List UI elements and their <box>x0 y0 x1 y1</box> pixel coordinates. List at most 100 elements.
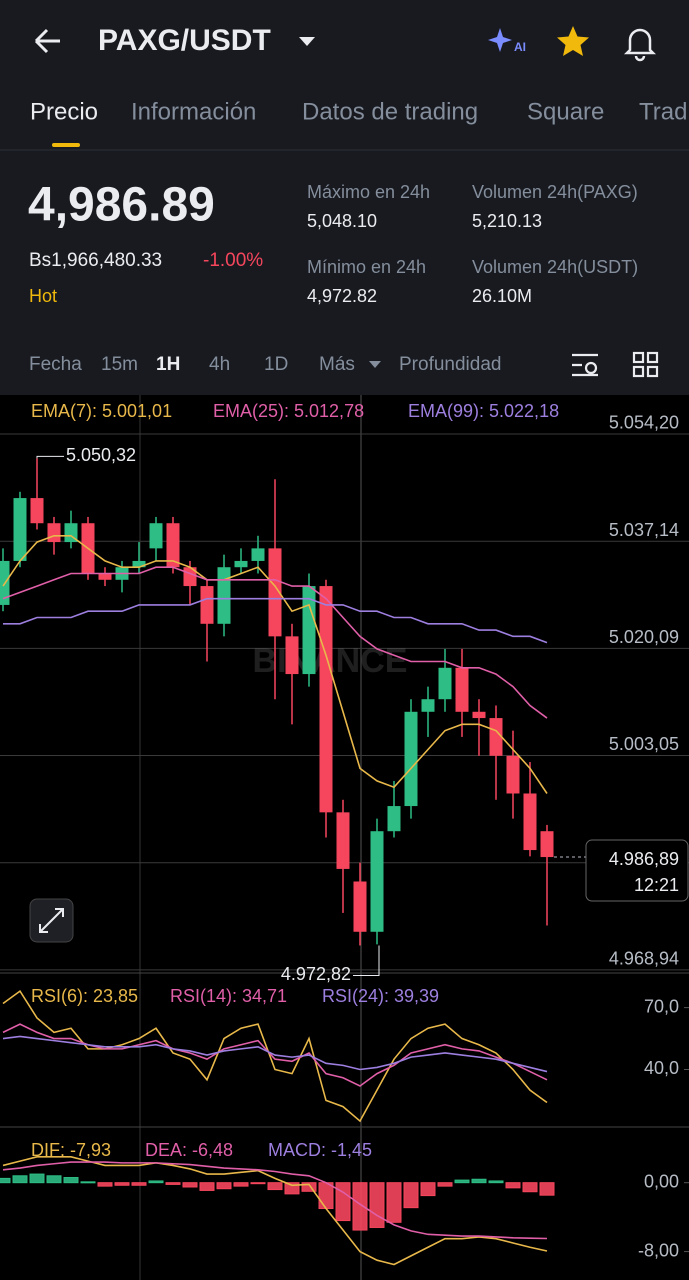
candle-body <box>234 560 248 568</box>
icon-cell <box>632 365 645 378</box>
legend-entry: RSI(6): 23,85 <box>31 986 138 1006</box>
macd-bar <box>80 1181 96 1184</box>
stat-value: 5,048.10 <box>307 211 377 231</box>
candle-body <box>47 523 61 543</box>
macd-bar <box>148 1180 164 1184</box>
candle-body <box>455 667 469 712</box>
pair-title[interactable]: PAXG/USDT <box>98 24 271 57</box>
indicator-line <box>2 1035 548 1073</box>
macd-bar <box>250 1182 266 1185</box>
tab[interactable]: Trad <box>639 98 687 125</box>
macd-bar <box>63 1177 79 1184</box>
tag: Hot <box>29 286 57 306</box>
y-tick-label: 5.054,20 <box>609 413 679 433</box>
macd-bar <box>318 1182 334 1210</box>
y-tick-label: 0,00 <box>644 1171 679 1191</box>
icon-cell <box>632 351 645 364</box>
annotation: 4.972,82 <box>281 964 351 984</box>
top-bg <box>0 0 689 395</box>
candle-body <box>98 573 112 580</box>
macd-bar <box>369 1182 385 1228</box>
legend-entry: EMA(7): 5.001,01 <box>31 401 172 421</box>
candle-body <box>370 831 384 932</box>
icon-cell <box>646 351 659 364</box>
indicator-settings[interactable] <box>572 353 598 377</box>
ai-label: AI <box>514 40 526 54</box>
interval[interactable]: Profundidad <box>399 354 501 375</box>
stat-label: Volumen 24h(PAXG) <box>472 182 638 202</box>
macd-bar <box>352 1182 368 1231</box>
macd-bar <box>420 1182 436 1197</box>
ai-button[interactable]: AI <box>488 28 526 54</box>
panel <box>2 989 689 1123</box>
candle-body <box>319 586 333 813</box>
indicator-line <box>2 1161 548 1240</box>
icon-gear <box>584 361 598 375</box>
bell[interactable] <box>623 28 657 62</box>
macd-bar <box>471 1178 487 1184</box>
macd-bar <box>97 1182 113 1187</box>
panel <box>0 1156 689 1266</box>
legend-entry: EMA(99): 5.022,18 <box>408 401 559 421</box>
candle-body <box>489 718 503 756</box>
interval[interactable]: 1H <box>156 354 180 375</box>
sparkle <box>488 28 512 52</box>
pair-caret[interactable] <box>299 37 315 46</box>
tab[interactable]: Datos de trading <box>302 98 478 125</box>
stat-label: Volumen 24h(USDT) <box>472 257 638 277</box>
favorite-star[interactable] <box>557 26 589 56</box>
y-tick-label: 70,0 <box>644 996 679 1016</box>
fiat-price: Bs1,966,480.33 <box>29 250 162 271</box>
tab[interactable]: Precio <box>30 98 98 125</box>
interval[interactable]: 1D <box>264 354 288 375</box>
icon-lines <box>572 353 598 377</box>
macd-bar <box>233 1182 249 1187</box>
macd-bar <box>522 1182 538 1193</box>
candle-body <box>421 699 435 712</box>
tab[interactable]: Square <box>527 98 604 125</box>
stat-label: Máximo en 24h <box>307 182 430 202</box>
layout-button[interactable] <box>632 351 659 378</box>
macd-bar <box>335 1182 351 1222</box>
indicator-line <box>2 566 548 719</box>
y-tick-label: -8,00 <box>638 1240 679 1260</box>
macd-bar <box>165 1182 181 1185</box>
macd-bar <box>539 1182 555 1196</box>
tab[interactable]: Información <box>131 98 256 125</box>
interval[interactable]: 15m <box>101 354 138 375</box>
candle-body <box>149 523 163 549</box>
candle-body <box>506 755 520 794</box>
macd-bar <box>403 1182 419 1209</box>
macd-bar <box>199 1182 215 1191</box>
macd-bar <box>454 1179 470 1184</box>
candle-body <box>404 711 418 807</box>
more-caret[interactable] <box>369 361 381 368</box>
macd-bar <box>182 1182 198 1188</box>
countdown: 12:21 <box>634 875 679 895</box>
candle-body <box>200 586 214 624</box>
last-price-label: 4.986,89 <box>609 849 679 869</box>
interval[interactable]: Fecha <box>29 354 82 375</box>
candle-body <box>30 498 44 524</box>
interval[interactable]: Más <box>319 354 355 375</box>
legend-entry: DIF: -7,93 <box>31 1140 111 1160</box>
interval[interactable]: 4h <box>209 354 230 375</box>
back-button[interactable] <box>34 28 60 54</box>
stat-label: Mínimo en 24h <box>307 257 426 277</box>
candle-body <box>268 548 282 637</box>
indicator-line <box>3 597 548 644</box>
macd-bar <box>0 1177 11 1184</box>
legend-entry: EMA(25): 5.012,78 <box>213 401 364 421</box>
macd-bar <box>437 1182 453 1187</box>
candle-body <box>336 812 350 869</box>
macd-bar <box>216 1182 232 1190</box>
icon-cell <box>646 365 659 378</box>
y-tick-label: 4.968,94 <box>609 949 679 969</box>
candle-body <box>472 711 486 719</box>
macd-bar <box>29 1173 45 1184</box>
macd-bar <box>488 1180 504 1184</box>
y-tick-label: 5.037,14 <box>609 520 679 540</box>
candle-body <box>353 881 367 932</box>
candle-body <box>523 793 537 851</box>
